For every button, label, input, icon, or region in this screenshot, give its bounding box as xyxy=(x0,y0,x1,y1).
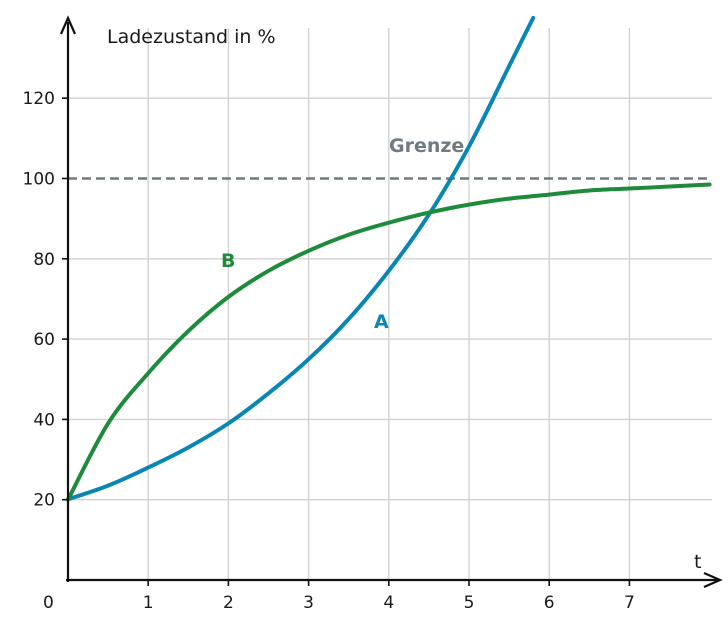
series-a-line xyxy=(66,16,536,502)
x-tick-label-7: 7 xyxy=(624,593,635,613)
limit-line-group: Grenze xyxy=(68,135,712,180)
series-b-line xyxy=(66,182,712,502)
x-tick-label-1: 1 xyxy=(143,593,154,613)
series-labels: AB xyxy=(221,250,389,333)
x-tick-label-6: 6 xyxy=(544,593,555,613)
y-axis-label: Ladezustand in % xyxy=(107,26,276,48)
x-tick-label-2: 2 xyxy=(223,593,234,613)
x-tick-label-4: 4 xyxy=(383,593,394,613)
y-tick-label-20: 20 xyxy=(33,491,55,511)
tick-labels: 1 2 3 4 5 6 7 20 40 60 80 100 120 xyxy=(23,89,635,613)
origin-label: 0 xyxy=(43,593,54,613)
grid-lines xyxy=(68,28,712,580)
y-tick-label-120: 120 xyxy=(23,89,55,109)
y-axis-arrow xyxy=(59,15,77,35)
axes xyxy=(59,15,723,589)
y-tick-label-60: 60 xyxy=(33,330,55,350)
limit-label: Grenze xyxy=(389,135,464,157)
series-group xyxy=(66,16,712,502)
x-axis-label: t xyxy=(694,551,701,573)
y-tick-label-40: 40 xyxy=(33,410,55,430)
x-tick-label-3: 3 xyxy=(303,593,314,613)
y-tick-label-80: 80 xyxy=(33,250,55,270)
series-b-label: B xyxy=(221,250,235,272)
y-tick-label-100: 100 xyxy=(23,170,55,190)
x-tick-label-5: 5 xyxy=(464,593,475,613)
x-axis-arrow xyxy=(703,571,723,589)
series-a-label: A xyxy=(374,311,389,333)
